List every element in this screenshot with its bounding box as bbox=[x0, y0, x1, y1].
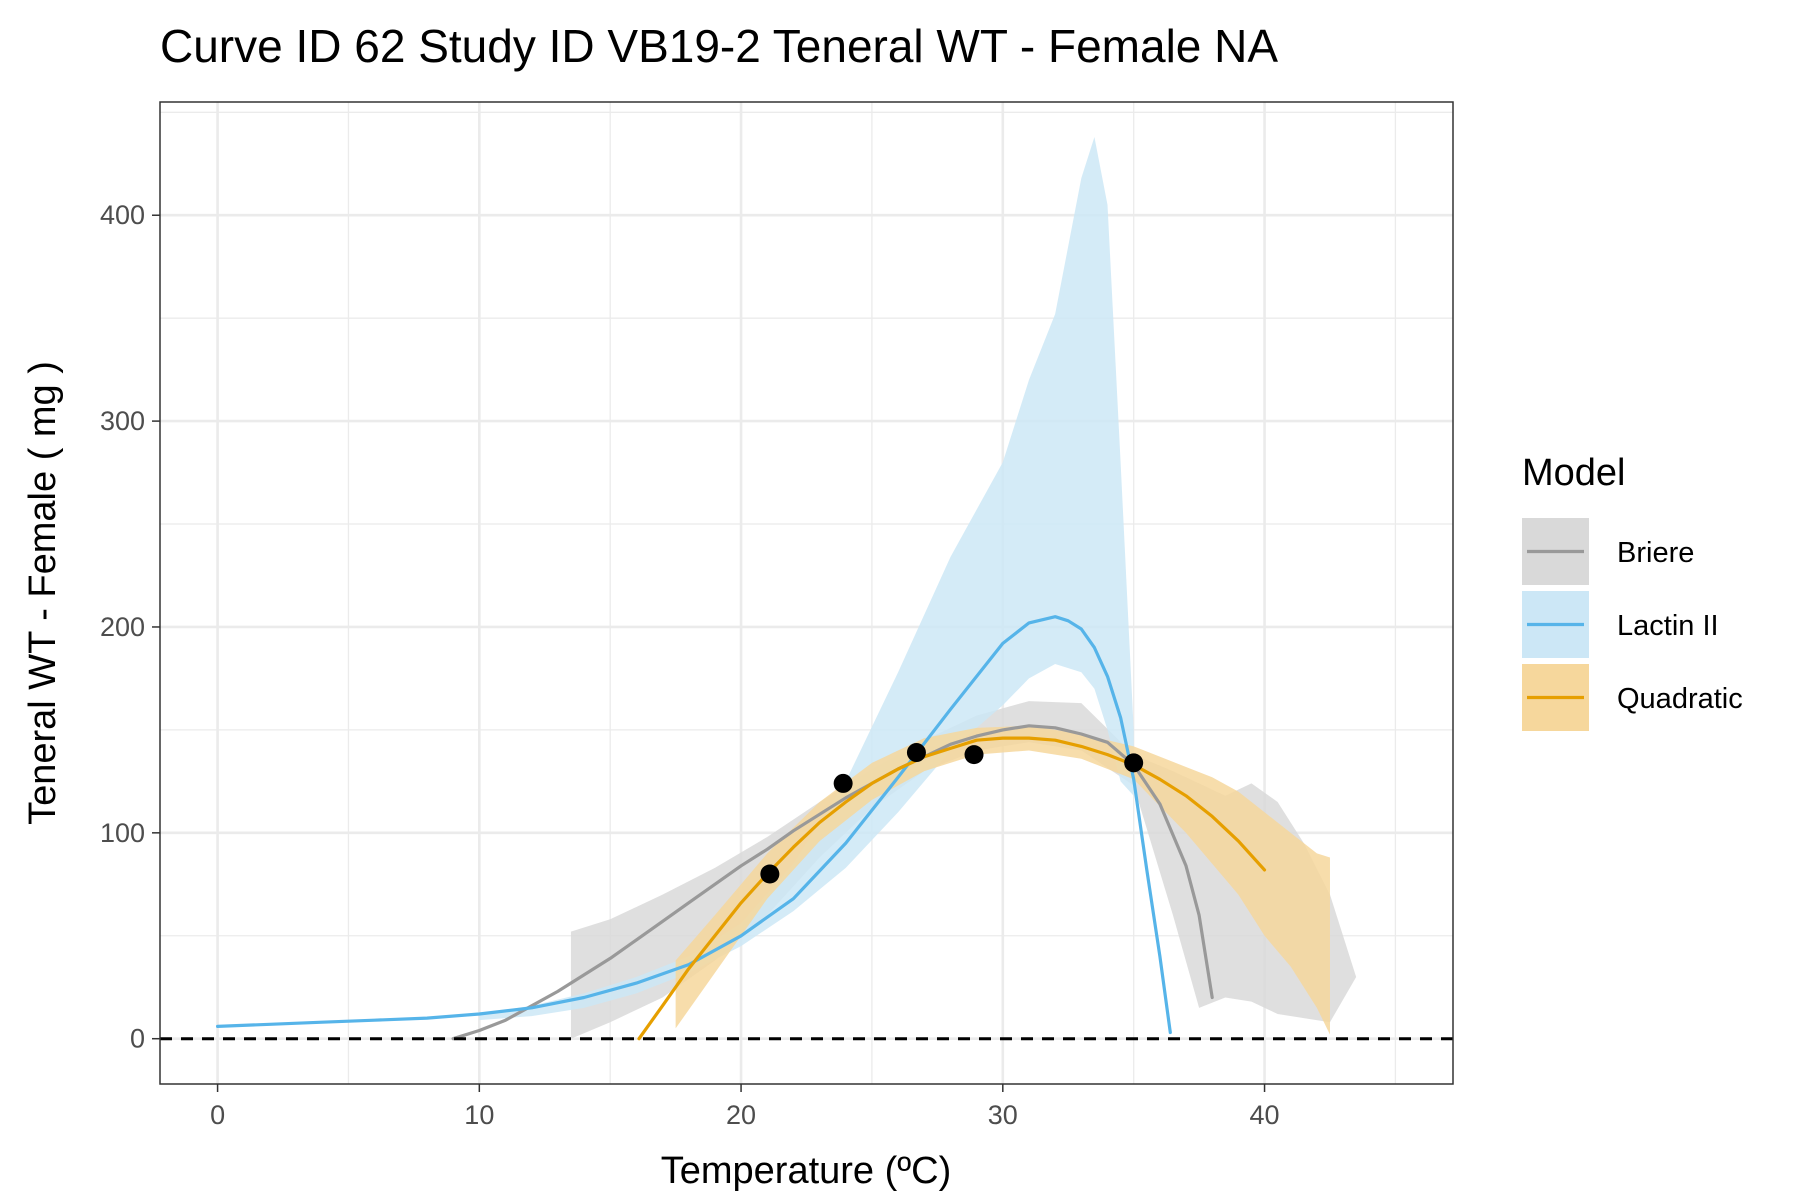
y-tick-label: 0 bbox=[130, 1024, 145, 1054]
legend-label: Lactin II bbox=[1617, 610, 1719, 642]
x-tick-label: 30 bbox=[988, 1100, 1018, 1130]
y-tick-label: 100 bbox=[100, 818, 145, 848]
legend-item-lactin-ii: Lactin II bbox=[1522, 591, 1719, 658]
legend: Model Briere Lactin II Quadratic bbox=[1522, 452, 1743, 731]
data-point bbox=[906, 743, 926, 763]
y-axis-title: Teneral WT - Female ( mg ) bbox=[22, 361, 64, 825]
legend-label: Briere bbox=[1617, 537, 1694, 569]
y-tick-label: 400 bbox=[100, 200, 145, 230]
data-point bbox=[1124, 753, 1144, 773]
quadratic-curve bbox=[637, 736, 1267, 1041]
legend-label: Quadratic bbox=[1617, 683, 1743, 715]
briere-curve bbox=[451, 724, 1214, 1041]
x-tick-label: 10 bbox=[464, 1100, 494, 1130]
data-point bbox=[833, 773, 853, 793]
model-curves bbox=[216, 615, 1267, 1041]
legend-title: Model bbox=[1522, 452, 1626, 494]
data-point bbox=[760, 864, 780, 884]
observed-points bbox=[760, 743, 1144, 884]
y-tick-label: 300 bbox=[100, 406, 145, 436]
data-point bbox=[964, 745, 984, 765]
legend-item-quadratic: Quadratic bbox=[1522, 664, 1743, 731]
legend-items: Briere Lactin II Quadratic bbox=[1522, 518, 1743, 731]
x-tick-label: 40 bbox=[1250, 1100, 1280, 1130]
lactin-ii-curve bbox=[216, 615, 1172, 1035]
y-tick-label: 200 bbox=[100, 612, 145, 642]
x-tick-label: 0 bbox=[210, 1100, 225, 1130]
legend-item-briere: Briere bbox=[1522, 518, 1694, 585]
x-tick-label: 20 bbox=[726, 1100, 756, 1130]
plot-border bbox=[159, 101, 1454, 1085]
x-axis-title: Temperature (ºC) bbox=[661, 1150, 952, 1192]
chart-title: Curve ID 62 Study ID VB19-2 Teneral WT -… bbox=[160, 20, 1278, 72]
